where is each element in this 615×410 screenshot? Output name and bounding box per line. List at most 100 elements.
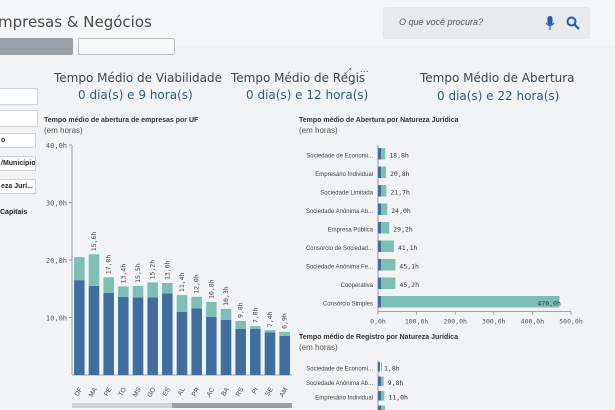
bar	[381, 259, 396, 271]
bar	[381, 362, 382, 372]
expand-icon[interactable]: ⤢	[344, 66, 352, 76]
category-label: Sociedade Limitada	[320, 191, 373, 197]
bar-value-label: 9,8h	[237, 302, 245, 318]
toolbar-button-active[interactable]	[0, 38, 73, 55]
x-tick-label: MA	[88, 386, 99, 399]
bar-segment-base	[206, 316, 217, 375]
search-input[interactable]: O que você procura?	[399, 17, 484, 27]
bar-value-label: 10,3h	[222, 286, 230, 306]
category-label: Sociedade de Economi...	[306, 154, 373, 160]
bar	[381, 222, 390, 234]
filter-chip[interactable]: o	[0, 133, 36, 148]
x-tick-label: DF	[74, 386, 84, 397]
y-tick-label: 30,0h	[46, 200, 67, 208]
bar-segment-base	[378, 166, 381, 178]
bar-segment-top	[264, 330, 276, 333]
chart-subtitle-uf: (em horas)	[44, 126, 83, 135]
bar-value-label: 9,8h	[388, 379, 404, 387]
bar-value-label: 470,0h	[537, 300, 561, 308]
bar-segment-base	[162, 293, 173, 375]
bar-segment-base	[220, 319, 232, 375]
bar-value-label: 18,8h	[389, 152, 409, 160]
kpi-value-viabilidade: 0 dia(s) e 9 hora(s)	[78, 88, 193, 102]
bar-value-label: 13,4h	[119, 264, 127, 284]
chart-title-uf: Tempo médio de abertura de empresas por …	[44, 117, 199, 124]
x-tick-label: 300,0h	[482, 318, 506, 326]
bar-segment-base	[378, 376, 381, 386]
chart-natureza-registro[interactable]: Sociedade de Economi... 1,8h Sociedade Anô…	[295, 353, 615, 410]
bar	[381, 391, 385, 401]
search-bar[interactable]: O que você procura?	[383, 7, 590, 39]
bar-segment-base	[378, 405, 381, 410]
microphone-icon[interactable]	[545, 16, 555, 31]
bar-segment-base	[378, 259, 381, 271]
filter-box[interactable]	[0, 110, 38, 127]
bar-segment-top	[118, 286, 129, 297]
x-tick-label: ES	[162, 386, 173, 398]
bar-segment-top	[176, 295, 188, 312]
x-tick-label: AM	[278, 387, 289, 399]
bar-segment-top	[250, 326, 261, 329]
bar-segment-base	[378, 277, 381, 289]
chart-title-natureza-registro: Tempo médio de Registro por Natureza Jur…	[299, 334, 458, 341]
filter-box[interactable]	[0, 88, 38, 105]
bar-segment-base	[103, 292, 114, 375]
bar-segment-base	[378, 296, 381, 308]
y-tick-label: 10,0h	[46, 315, 67, 323]
bar-segment-base	[147, 297, 158, 375]
bar-segment-top	[103, 277, 114, 293]
bar-value-label: 24,0h	[391, 207, 411, 215]
category-label: Empresário Individual	[315, 396, 373, 402]
x-tick-label: 500,0h	[559, 318, 583, 326]
bar	[381, 296, 560, 308]
bar-value-label: 20,8h	[390, 170, 410, 178]
filter-chip[interactable]: eza Jurí...	[0, 179, 36, 194]
bar-value-label: 10,8h	[207, 279, 215, 299]
bar-segment-base	[378, 185, 381, 197]
bar-segment-base	[250, 329, 261, 375]
filter-chip[interactable]: /Município	[0, 156, 36, 171]
bar-segment-top	[206, 301, 217, 317]
scrollbar-thumb	[172, 403, 292, 408]
bar-value-label: 45,2h	[399, 281, 419, 289]
category-label: Sociedade Anônima Ab...	[306, 381, 373, 387]
x-tick-label: 0,0h	[370, 318, 386, 326]
kpi-title-abertura: Tempo Médio de Abertura	[420, 71, 575, 85]
kpi-title-registro: Tempo Médio de Regis	[231, 71, 366, 85]
x-tick-label: AC	[205, 386, 216, 398]
x-tick-label: BA	[220, 386, 231, 398]
category-label: Consórcio Simples	[323, 302, 373, 308]
bar-segment-base	[132, 297, 144, 375]
bar-segment-base	[378, 240, 381, 252]
bar-value-label: 11,4h	[178, 272, 186, 292]
bar-segment-base	[378, 391, 381, 401]
bar-value-label: 7,8h	[251, 307, 259, 323]
chart-uf[interactable]: 10,0h 20,0h 30,0h 40,0h DF 15,6h MA 17,0h PE 13,4…	[0, 135, 300, 410]
filter-chip[interactable]: Capitais	[0, 209, 28, 216]
x-tick-label: RS	[235, 386, 246, 398]
chart-natureza-abertura[interactable]: Sociedade de Economi... 18,8h Empresário I…	[295, 135, 615, 330]
bar-segment-top	[162, 283, 173, 294]
bar-segment-top	[132, 285, 144, 298]
more-options-icon[interactable]: ⋯	[359, 66, 369, 76]
category-label: Sociedade Anônima Fe...	[306, 265, 373, 271]
bar-value-label: 6,9h	[281, 313, 289, 329]
y-tick-label: 20,0h	[46, 257, 67, 265]
toolbar-button[interactable]	[78, 38, 175, 55]
bar	[381, 405, 385, 410]
kpi-toolbar[interactable]: ⤢ ⋯	[344, 66, 369, 77]
bar-value-label: 29,2h	[393, 226, 413, 234]
bar-value-label: 45,1h	[399, 263, 419, 271]
bar-segment-base	[378, 222, 381, 234]
search-icon[interactable]	[566, 16, 580, 30]
kpi-value-registro: 0 dia(s) e 12 hora(s)	[246, 88, 369, 102]
kpi-value-abertura: 0 dia(s) e 22 hora(s)	[437, 89, 560, 103]
bar-value-label: 15,2h	[149, 260, 157, 280]
bar	[381, 277, 396, 289]
bar	[381, 203, 388, 215]
bar-segment-top	[147, 282, 158, 298]
bar-segment-base	[74, 280, 85, 375]
category-label: Empresário Individual	[315, 172, 373, 178]
category-label: Cooperativa	[341, 283, 374, 289]
x-tick-label: 400,0h	[521, 318, 545, 326]
